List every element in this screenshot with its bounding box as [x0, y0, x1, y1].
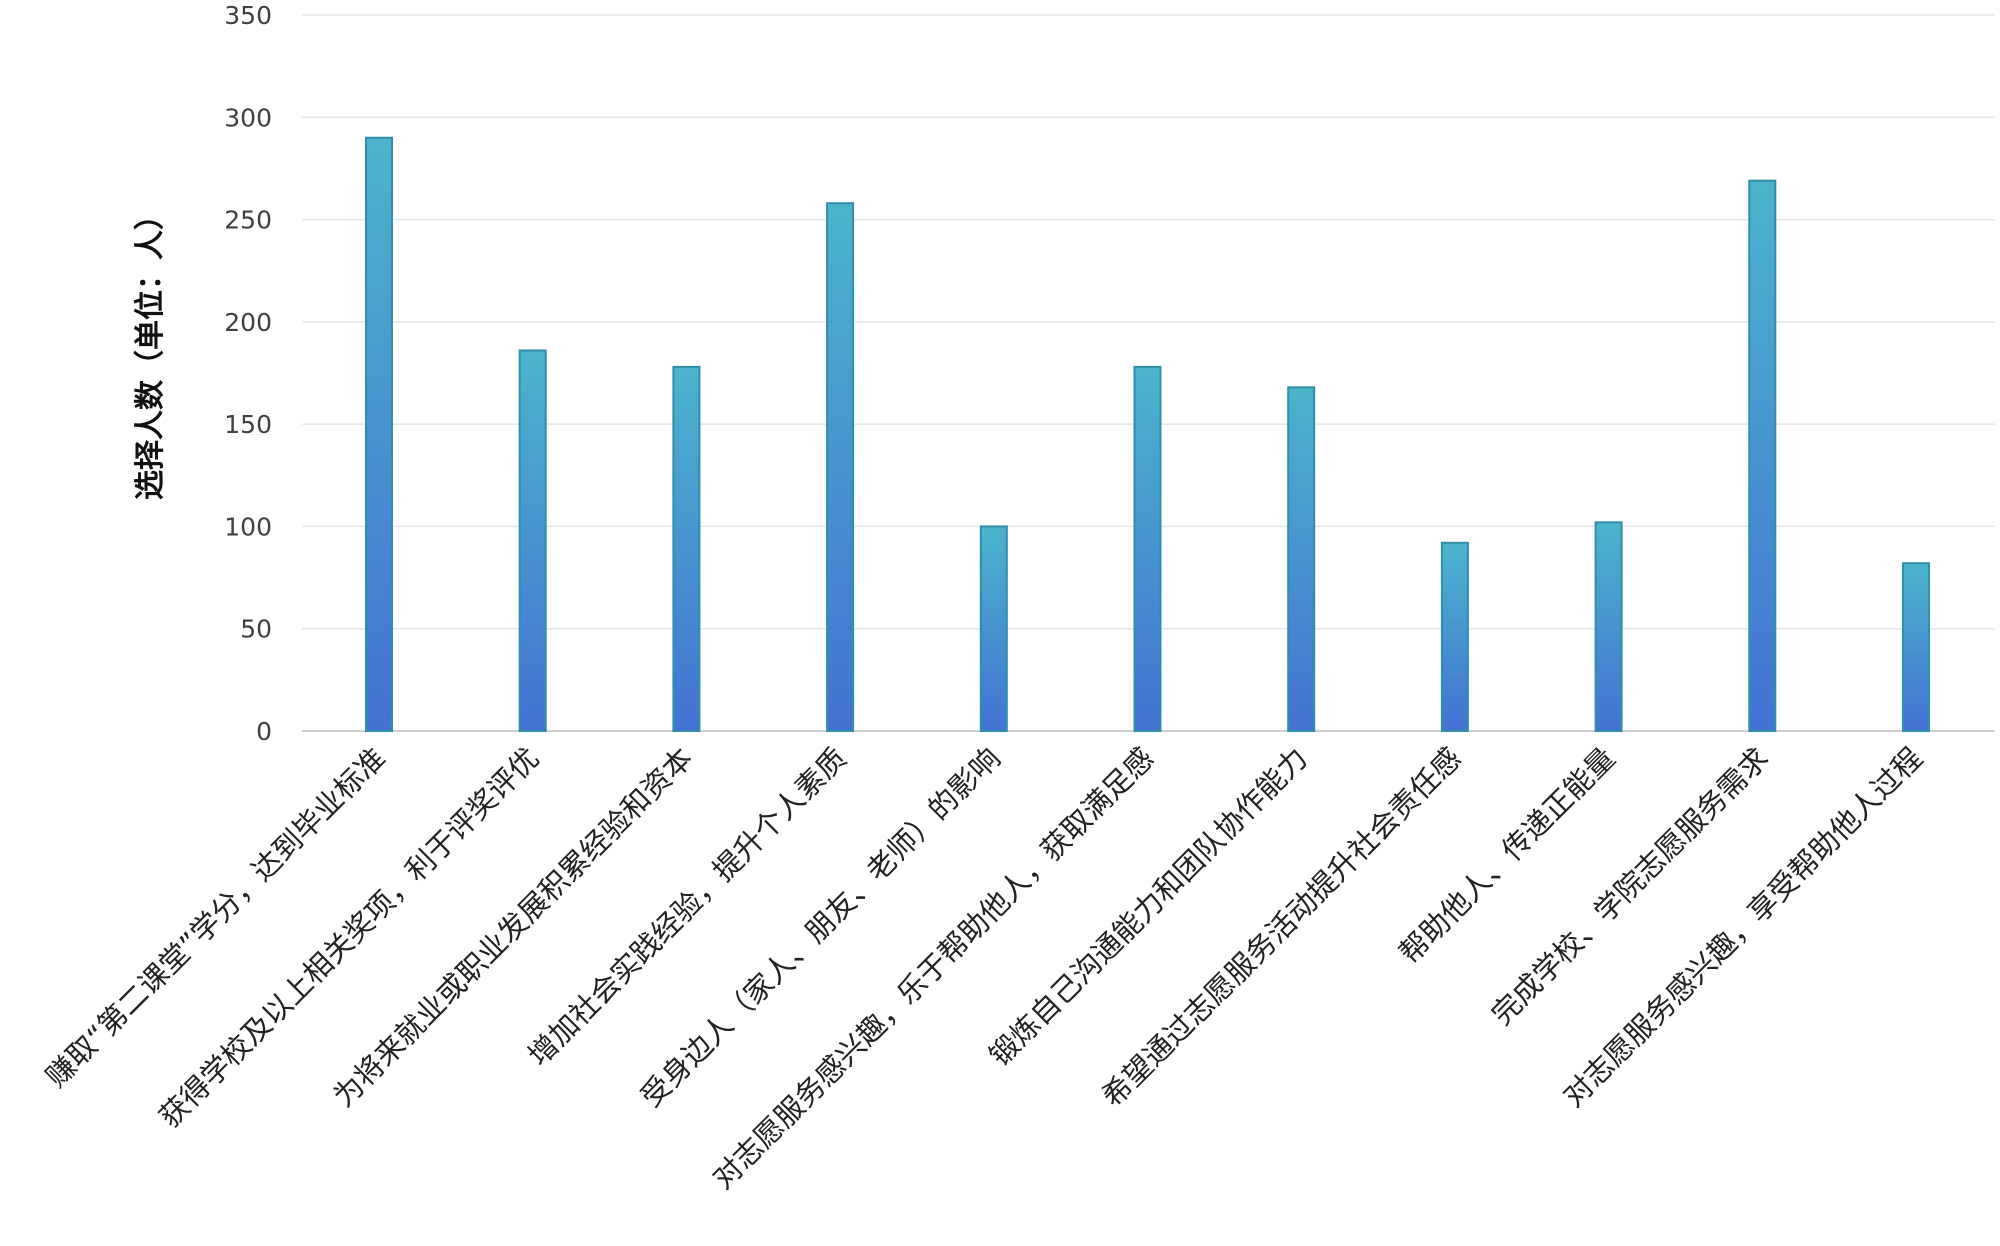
- bar: [672, 365, 701, 732]
- bar: [365, 136, 393, 732]
- y-tick-label: 150: [224, 410, 272, 439]
- y-tick-label: 350: [224, 1, 272, 30]
- y-axis-ticks: 0 50 100 150 200 250 300 350: [224, 1, 272, 746]
- bar: [518, 349, 547, 732]
- y-tick-label: 250: [224, 206, 272, 235]
- y-tick-label: 0: [256, 717, 272, 746]
- bars: [365, 136, 1930, 733]
- x-axis-labels: 赚取“第二课堂”学分，达到毕业标准获得学校及以上相关奖项，利于评奖评优为将来就业…: [39, 741, 1929, 1196]
- y-tick-label: 50: [240, 615, 272, 644]
- bar: [1902, 562, 1930, 732]
- bar: [979, 525, 1008, 733]
- y-tick-label: 300: [224, 103, 272, 132]
- x-category-label: 锻炼自己沟通能力和团队协作能力: [983, 741, 1315, 1073]
- bar: [1440, 541, 1469, 733]
- bar: [1594, 521, 1623, 733]
- x-category-label: 完成学校、学院志愿服务需求: [1485, 741, 1776, 1032]
- y-tick-label: 200: [224, 308, 272, 337]
- bar: [1748, 179, 1777, 732]
- y-axis-title: 选择人数（单位：人）: [133, 200, 168, 500]
- bar: [1133, 365, 1162, 732]
- y-tick-label: 100: [224, 512, 272, 541]
- bar: [826, 202, 855, 733]
- bar: [1287, 386, 1316, 732]
- gridlines: [302, 14, 1995, 732]
- x-category-label: 赚取“第二课堂”学分，达到毕业标准: [39, 741, 392, 1094]
- x-category-label: 增加社会实践经验，提升个人素质: [521, 741, 853, 1073]
